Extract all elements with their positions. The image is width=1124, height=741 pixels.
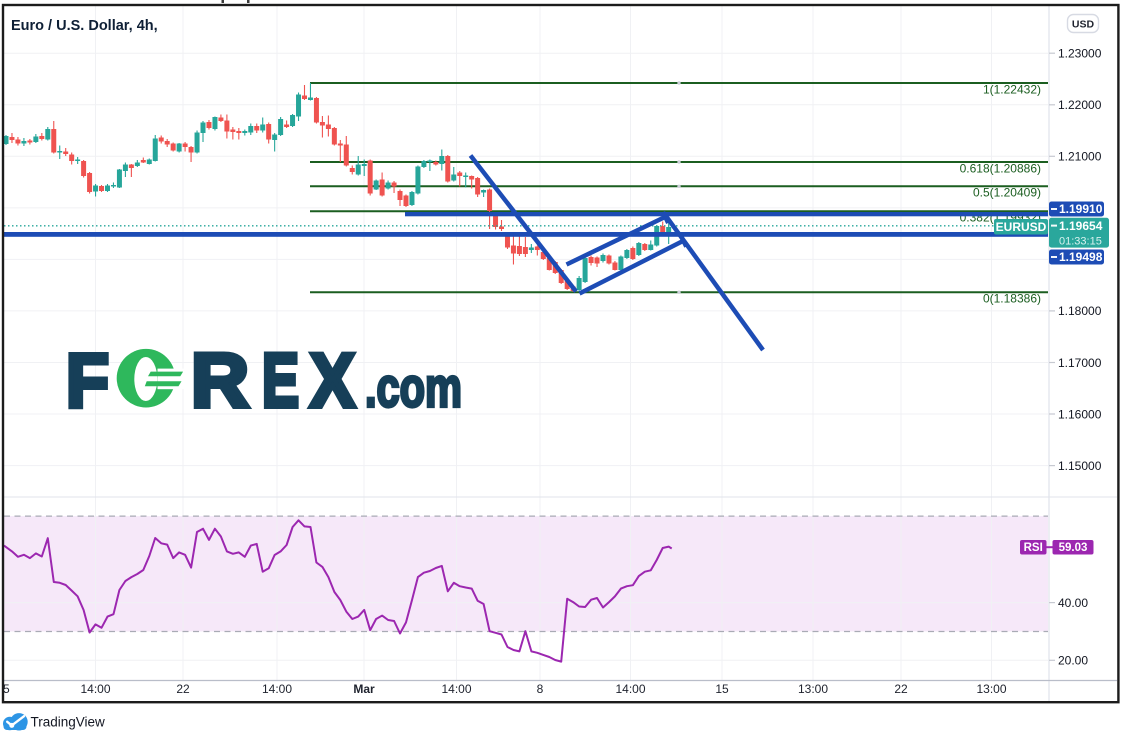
svg-text:R: R [191,339,249,424]
svg-text:1.21000: 1.21000 [1058,150,1102,164]
svg-text:1.19910: 1.19910 [1059,202,1103,216]
svg-text:40.00: 40.00 [1058,596,1088,610]
svg-text:22: 22 [894,682,908,696]
svg-text:8: 8 [537,682,544,696]
svg-text:01:33:15: 01:33:15 [1059,235,1102,247]
svg-text:F: F [66,339,109,424]
svg-text:Mar: Mar [353,682,375,696]
svg-text:59.03: 59.03 [1059,542,1088,554]
svg-text:0.618(1.20886): 0.618(1.20886) [960,161,1041,175]
svg-text:1.19498: 1.19498 [1059,250,1103,264]
svg-text:13:00: 13:00 [976,682,1006,696]
svg-text:1.22000: 1.22000 [1058,98,1102,112]
svg-text:EURUSD: EURUSD [996,220,1047,234]
svg-text:USD: USD [1072,19,1095,31]
svg-text:5: 5 [3,682,10,696]
svg-text:X: X [310,339,355,424]
svg-text:1.16000: 1.16000 [1058,407,1102,421]
svg-text:13:00: 13:00 [798,682,828,696]
svg-text:1.15000: 1.15000 [1058,459,1102,473]
svg-text:1.17000: 1.17000 [1058,356,1102,370]
svg-text:14:00: 14:00 [262,682,292,696]
svg-text:1.19654: 1.19654 [1059,219,1103,233]
svg-text:15: 15 [715,682,729,696]
svg-text:14:00: 14:00 [441,682,471,696]
svg-text:14:00: 14:00 [80,682,110,696]
svg-text:1.23000: 1.23000 [1058,47,1102,61]
svg-text:14:00: 14:00 [615,682,645,696]
svg-text:1(1.22432): 1(1.22432) [983,82,1041,96]
svg-text:RSI: RSI [1024,542,1043,554]
svg-text:1.18000: 1.18000 [1058,304,1102,318]
svg-text:20.00: 20.00 [1058,654,1088,668]
svg-text:.com: .com [365,356,462,419]
svg-text:TradingView: TradingView [31,715,106,730]
svg-text:E: E [262,339,299,424]
svg-text:0.5(1.20409): 0.5(1.20409) [973,186,1041,200]
svg-text:22: 22 [176,682,190,696]
svg-text:0(1.18386): 0(1.18386) [983,292,1041,306]
svg-text:Euro / U.S. Dollar, 4h,: Euro / U.S. Dollar, 4h, [11,18,158,34]
